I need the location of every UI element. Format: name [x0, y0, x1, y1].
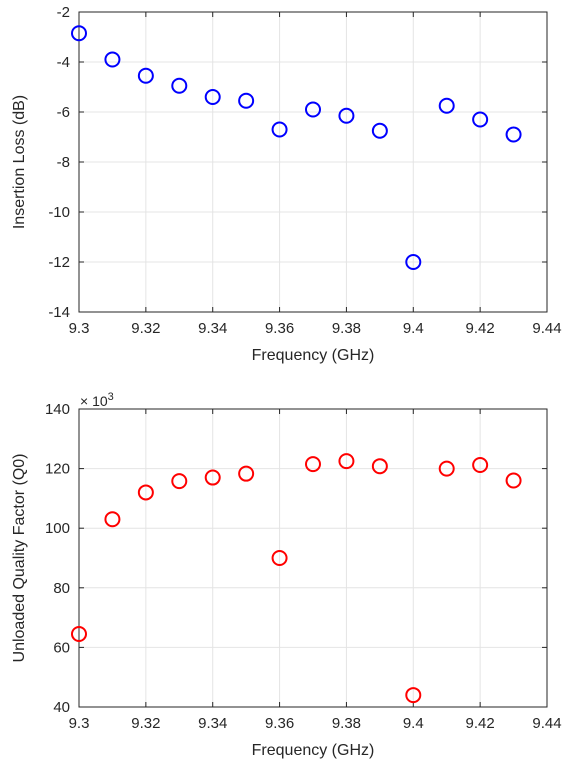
x-tick-label: 9.42	[466, 320, 495, 337]
x-tick-label: 9.38	[332, 715, 361, 732]
data-point	[338, 453, 355, 470]
y-tick-label: 60	[53, 639, 70, 656]
y-tick-label: 80	[53, 580, 70, 597]
data-point	[204, 89, 221, 105]
x-tick-label: 9.3	[69, 715, 90, 732]
y-tick-label: -8	[57, 154, 70, 171]
y-tick-label: -2	[57, 4, 70, 21]
data-point	[171, 473, 188, 490]
x-axis-label: Frequency (GHz)	[252, 742, 375, 759]
y-tick-label: -6	[57, 104, 70, 121]
x-tick-label: 9.3	[69, 320, 90, 337]
data-point	[104, 511, 121, 528]
y-tick-label: -12	[48, 254, 70, 271]
data-point	[137, 484, 154, 501]
data-point	[371, 122, 388, 139]
axes-box	[78, 408, 548, 708]
data-point	[271, 550, 288, 566]
x-tick-label: 9.34	[198, 715, 227, 732]
y-tick-label: 140	[45, 401, 70, 418]
insertion-loss-chart: 9.3 9.32 9.34 9.36 9.38 9.4 9.42 9.44 -14 -12 -10 -…	[11, 4, 562, 364]
data-point	[271, 121, 288, 138]
data-point	[472, 111, 489, 128]
x-axis-label: Frequency (GHz)	[252, 347, 375, 364]
data-point	[305, 101, 321, 118]
quality-factor-chart: 9.3 9.32 9.34 9.36 9.38 9.4 9.42 9.44 40 60 80 100 1…	[11, 391, 562, 759]
y-tick-label: 40	[53, 699, 70, 716]
data-point	[137, 67, 154, 84]
data-point	[104, 51, 121, 68]
x-tick-label: 9.32	[131, 320, 160, 337]
data-point	[71, 625, 87, 642]
data-point	[238, 465, 255, 482]
x-tick-label: 9.4	[403, 320, 424, 337]
data-point	[438, 460, 455, 477]
y-axis-label: Unloaded Quality Factor (Q0)	[11, 454, 28, 663]
data-point	[405, 254, 422, 270]
data-point	[171, 77, 188, 94]
data-point	[338, 107, 355, 124]
x-tick-label: 9.4	[403, 715, 424, 732]
x-tick-label: 9.44	[532, 320, 561, 337]
y-tick-label: -4	[57, 54, 70, 71]
x-tick-label: 9.42	[466, 715, 495, 732]
x-tick-label: 9.32	[131, 715, 160, 732]
x-tick-label: 9.38	[332, 320, 361, 337]
y-tick-label: -14	[48, 304, 70, 321]
y-exponent-label: × 103	[80, 391, 114, 409]
x-tick-label: 9.36	[265, 320, 294, 337]
data-point	[505, 472, 522, 489]
data-point	[472, 457, 489, 474]
data-point	[371, 458, 388, 475]
y-tick-label: -10	[48, 204, 70, 221]
y-tick-label: 120	[45, 461, 70, 478]
x-tick-label: 9.44	[532, 715, 561, 732]
plot-area	[79, 409, 547, 707]
x-tick-label: 9.36	[265, 715, 294, 732]
data-point	[71, 25, 87, 42]
data-point	[438, 97, 455, 114]
data-point	[204, 469, 221, 486]
data-point	[305, 456, 321, 473]
y-axis-label: Insertion Loss (dB)	[11, 95, 28, 229]
data-point	[505, 126, 522, 143]
x-tick-label: 9.34	[198, 320, 227, 337]
data-point	[238, 92, 255, 109]
y-tick-label: 100	[45, 520, 70, 537]
data-point	[405, 687, 422, 704]
